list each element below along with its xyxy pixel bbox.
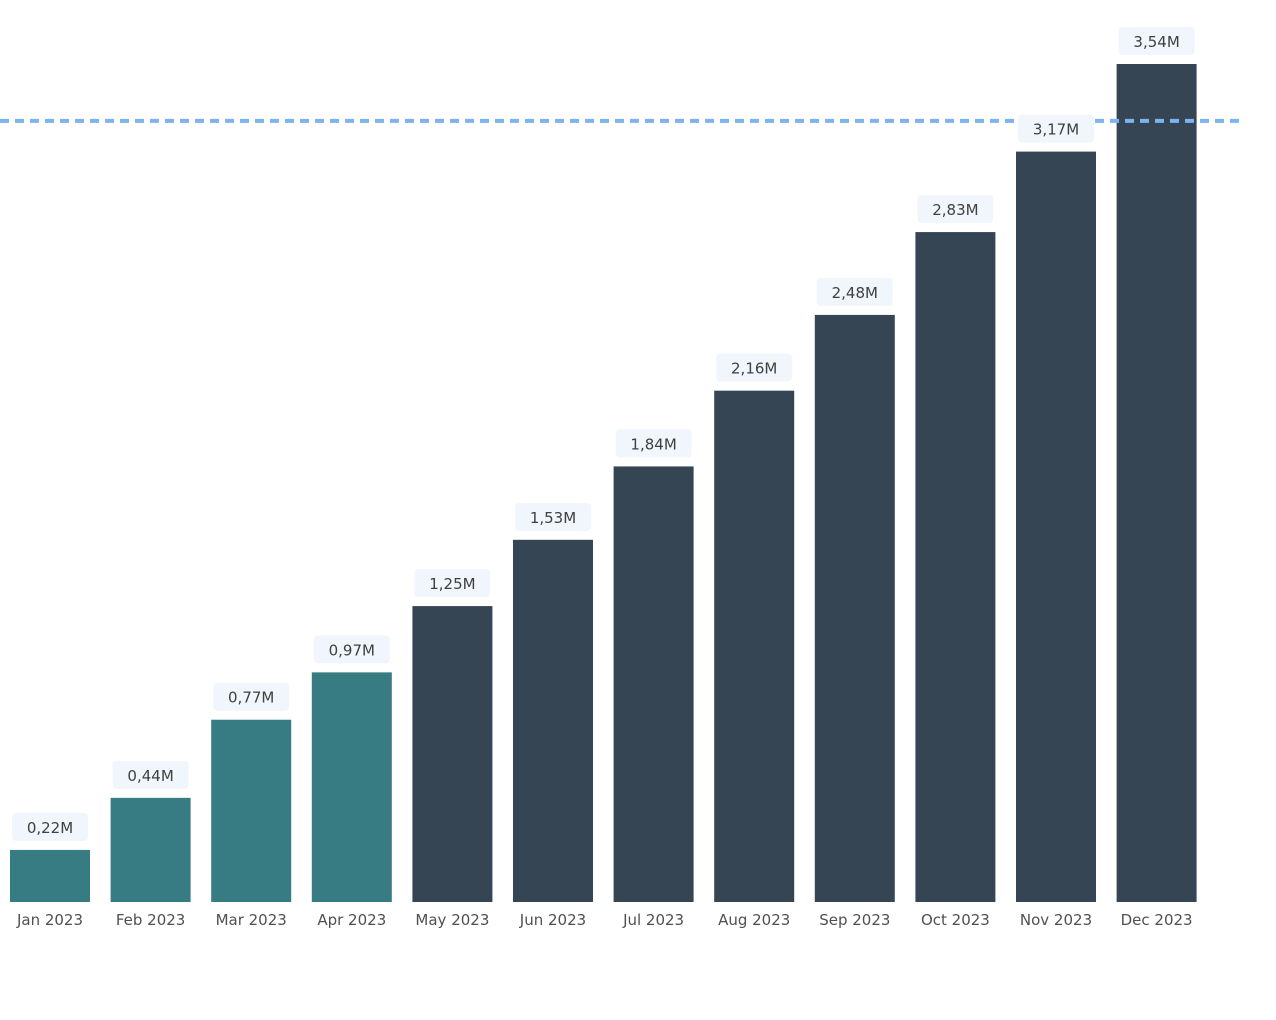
data-label: 2,48M: [832, 284, 878, 302]
x-tick-label: Aug 2023: [718, 911, 790, 929]
data-label-bg: [917, 195, 994, 224]
data-label-bg: [1018, 114, 1094, 143]
data-label: 2,16M: [731, 360, 777, 378]
data-label: 1,53M: [530, 509, 576, 527]
data-label: 1,25M: [429, 575, 475, 593]
x-tick-label: Sep 2023: [819, 911, 890, 929]
bar: [311, 672, 392, 902]
x-tick-label: Jun 2023: [519, 911, 586, 929]
x-tick-label: Apr 2023: [317, 911, 386, 929]
data-label-bg: [414, 569, 491, 598]
data-label-bg: [213, 682, 290, 711]
bar: [1116, 64, 1197, 902]
x-tick-label: Dec 2023: [1121, 911, 1193, 929]
data-label-bg: [816, 277, 893, 306]
bar: [714, 390, 795, 902]
bars: [10, 64, 1197, 903]
data-label: 1,84M: [630, 435, 676, 453]
data-label: 3,54M: [1133, 33, 1179, 51]
data-label-bg: [1118, 27, 1195, 55]
bar: [412, 606, 493, 902]
bar: [10, 849, 90, 902]
x-tick-label: Mar 2023: [216, 911, 287, 929]
data-label: 3,17M: [1033, 121, 1079, 139]
x-tick-label: Nov 2023: [1020, 911, 1092, 929]
bar: [110, 797, 191, 902]
data-label-bg: [313, 635, 390, 664]
data-label-bg: [12, 812, 88, 841]
x-tick-label: Feb 2023: [116, 911, 186, 929]
x-tick-label: Jan 2023: [16, 911, 83, 929]
data-label-bg: [716, 353, 793, 382]
data-label: 0,97M: [329, 641, 375, 659]
data-label: 2,83M: [932, 201, 978, 219]
data-label-bg: [615, 429, 692, 458]
x-tick-label: May 2023: [415, 911, 489, 929]
bar: [915, 232, 996, 903]
data-label: 0,22M: [27, 819, 73, 837]
data-label-bg: [112, 760, 189, 789]
x-tick-label: Oct 2023: [921, 911, 990, 929]
data-label: 0,44M: [127, 767, 173, 785]
bar: [211, 719, 292, 902]
x-tick-label: Jul 2023: [622, 911, 684, 929]
data-label-bg: [515, 502, 591, 531]
bar: [1016, 151, 1096, 902]
data-label: 0,77M: [228, 689, 274, 707]
x-axis: Jan 2023 Feb 2023 Mar 2023 Apr 2023 May 2023…: [16, 911, 1193, 929]
bar: [513, 539, 593, 902]
bar: [814, 314, 895, 903]
bar: [613, 466, 694, 902]
data-labels: 0,22M 0,44M 0,77M 0,97M 1,25M 1,53M 1,84M 2,16M…: [12, 27, 1195, 841]
